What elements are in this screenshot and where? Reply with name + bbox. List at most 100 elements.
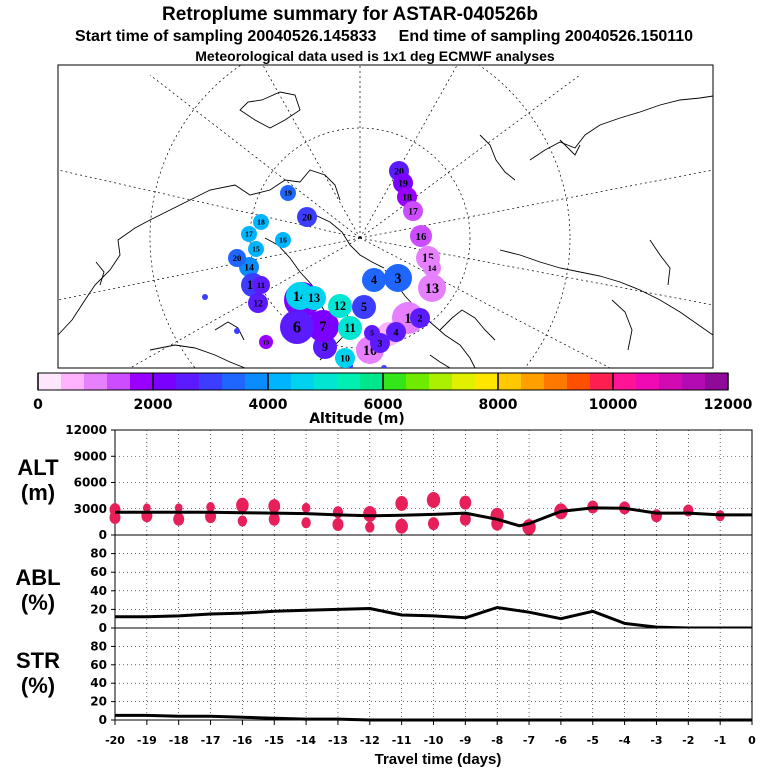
plume-marker — [352, 295, 376, 319]
plume-marker — [241, 226, 257, 242]
colorbar-segment — [682, 373, 706, 390]
abl-panel: 0 20 40 60 80 — [90, 534, 753, 635]
x-tick-label: -16 — [232, 734, 252, 747]
plume-marker — [280, 310, 314, 344]
plume-marker — [228, 249, 246, 267]
x-tick-label: -18 — [169, 734, 189, 747]
plume-marker-label: 20 — [233, 253, 242, 263]
colorbar-segment — [153, 373, 177, 390]
plume-marker-label: 19 — [398, 178, 408, 189]
map-dot — [202, 294, 208, 300]
plume-marker — [297, 207, 317, 227]
colorbar-segment — [429, 373, 453, 390]
colorbar-tick-label: 10000 — [589, 397, 638, 413]
plume-marker — [403, 201, 423, 221]
plume-marker — [259, 335, 273, 349]
x-tick-label: -7 — [523, 734, 535, 747]
map-frame — [57, 64, 714, 369]
altitude-point — [109, 511, 121, 524]
colorbar-segment — [245, 373, 269, 390]
plume-marker-label: 17 — [408, 206, 418, 217]
colorbar-segment — [360, 373, 384, 390]
str-frame — [114, 627, 753, 721]
x-tick-label: -1 — [714, 734, 726, 747]
x-tick-label: -9 — [459, 734, 471, 747]
altitude-point — [395, 496, 408, 511]
y-tick-label: 80 — [90, 639, 107, 653]
plume-marker-label: 11 — [344, 321, 355, 335]
abl-series-line — [115, 606, 752, 630]
y-tick-label: 40 — [90, 584, 107, 598]
x-tick-label: -19 — [137, 734, 157, 747]
retroplume-markers: 2019181716151413431210920191817161514201… — [202, 161, 446, 368]
plume-marker-label: 3 — [394, 271, 401, 287]
svg-text:(%): (%) — [21, 590, 55, 615]
altitude-point — [426, 492, 441, 508]
colorbar-segment — [383, 373, 407, 390]
colorbar-segment — [475, 373, 499, 390]
altitude-point — [459, 495, 472, 510]
colorbar-tick-label: 0 — [33, 397, 43, 413]
y-tick-label: 6000 — [74, 476, 107, 490]
plume-marker — [252, 276, 270, 294]
y-tick-label: 60 — [90, 565, 107, 579]
altitude-point — [301, 502, 311, 513]
y-tick-label: 12000 — [65, 423, 107, 437]
plume-marker — [248, 241, 264, 257]
plume-marker — [384, 264, 412, 292]
plume-marker-label: 3 — [378, 338, 383, 349]
colorbar-segment — [659, 373, 683, 390]
colorbar-segment — [567, 373, 591, 390]
meteo-info: Meteorological data used is 1x1 deg ECMW… — [195, 48, 555, 64]
colorbar-segment — [498, 373, 522, 390]
colorbar-segment — [291, 373, 315, 390]
map-dot — [381, 365, 387, 368]
x-tick-label: -2 — [682, 734, 694, 747]
altitude-point — [459, 512, 471, 526]
colorbar-segment — [84, 373, 108, 390]
altitude-point — [268, 499, 281, 514]
time-series-panels: ALT (m) ABL (%) STR (%) 0300060009000120… — [15, 423, 756, 747]
colorbar-tick-label: 4000 — [249, 397, 288, 413]
x-tick-label: -11 — [392, 734, 412, 747]
x-tick-label: -5 — [587, 734, 599, 747]
colorbar-segment — [521, 373, 545, 390]
plume-marker — [370, 333, 390, 353]
colorbar-segment — [61, 373, 85, 390]
x-tick-label: -4 — [618, 734, 631, 747]
colorbar-segment — [406, 373, 430, 390]
map-dot — [234, 328, 240, 334]
plume-marker — [302, 286, 326, 310]
y-tick-label: 40 — [90, 676, 107, 690]
altitude-point — [174, 503, 183, 513]
colorbar-tick-label: 8000 — [479, 397, 518, 413]
altitude-point — [301, 517, 311, 529]
altitude-point — [236, 497, 249, 513]
x-tick-label: -6 — [555, 734, 568, 747]
plume-marker-label: 18 — [257, 218, 265, 227]
y-tick-label: 0 — [99, 713, 107, 727]
figure-title: Retroplume summary for ASTAR-040526b — [162, 4, 538, 25]
x-axis: -20 -19 -18 -17 -16 -15 -14 -13 -12 -11 -10 -9 -8 -7-… — [105, 720, 756, 747]
plume-marker-label: 12 — [334, 299, 346, 313]
colorbar-segment — [130, 373, 154, 390]
colorbar-segment — [38, 373, 62, 390]
altitude-point — [365, 521, 375, 533]
plume-marker-label: 12 — [253, 298, 263, 309]
colorbar-segment — [107, 373, 131, 390]
plume-marker-label: 15 — [252, 245, 260, 254]
colorbar-segment — [452, 373, 476, 390]
x-tick-label: -12 — [360, 734, 380, 747]
x-tick-label: 0 — [748, 734, 756, 747]
plume-marker-label: 5 — [370, 329, 374, 338]
plume-marker — [280, 185, 296, 201]
plume-marker — [362, 268, 386, 292]
y-tick-label: 20 — [90, 695, 107, 709]
x-tick-label: -14 — [296, 734, 316, 747]
y-tick-label: 9000 — [74, 449, 107, 463]
colorbar-segment — [544, 373, 568, 390]
colorbar-tick-label: 12000 — [704, 397, 753, 413]
plume-marker-label: 16 — [416, 231, 428, 243]
svg-text:STR: STR — [16, 648, 60, 673]
plume-marker — [307, 310, 339, 342]
